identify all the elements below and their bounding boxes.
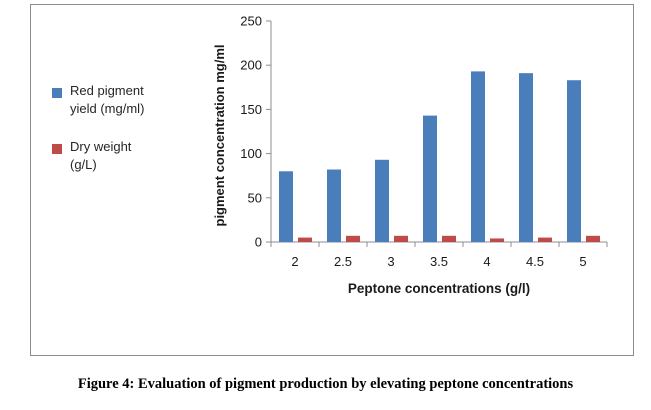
legend-label-red-pigment: Red pigment yield (mg/ml)	[70, 83, 145, 116]
y-tick-label: 200	[240, 58, 262, 73]
bar-dry-weight	[346, 235, 360, 242]
legend-label-dry-weight: Dry weight (g/L)	[70, 139, 132, 172]
y-tick-label: 0	[255, 235, 262, 250]
y-axis-title: pigment concentration mg/ml	[212, 44, 227, 226]
legend-item-red-pigment: Red pigment yield (mg/ml)	[52, 82, 182, 118]
bar-dry-weight	[490, 238, 504, 242]
bar-dry-weight	[298, 237, 312, 242]
y-tick-label: 150	[240, 102, 262, 117]
chart-legend: Red pigment yield (mg/ml) Dry weight (g/…	[52, 82, 182, 194]
y-tick-label: 50	[248, 190, 262, 205]
figure-caption: Figure 4: Evaluation of pigment producti…	[77, 376, 574, 392]
x-tick-label: 3.5	[430, 254, 448, 269]
bar-red-pigment	[567, 80, 581, 242]
bar-red-pigment	[423, 115, 437, 242]
bar-dry-weight	[442, 235, 456, 242]
x-tick-label: 3	[387, 254, 394, 269]
legend-item-dry-weight: Dry weight (g/L)	[52, 138, 182, 174]
bar-red-pigment	[375, 159, 389, 242]
x-tick-label: 4	[483, 254, 490, 269]
x-tick-label: 4.5	[526, 254, 544, 269]
bar-dry-weight	[538, 237, 552, 242]
legend-swatch-dry-weight	[52, 144, 62, 154]
bar-red-pigment	[327, 169, 341, 242]
bar-red-pigment	[279, 171, 293, 242]
legend-swatch-red-pigment	[52, 88, 62, 98]
x-axis-title: Peptone concentrations (g/l)	[348, 281, 530, 296]
x-tick-label: 2	[291, 254, 298, 269]
y-tick-label: 250	[240, 14, 262, 29]
y-tick-label: 100	[240, 146, 262, 161]
x-tick-label: 2.5	[334, 254, 352, 269]
bar-red-pigment	[519, 73, 533, 242]
bar-dry-weight	[586, 235, 600, 242]
bar-red-pigment	[471, 71, 485, 242]
x-tick-label: 5	[579, 254, 586, 269]
bar-dry-weight	[394, 235, 408, 242]
